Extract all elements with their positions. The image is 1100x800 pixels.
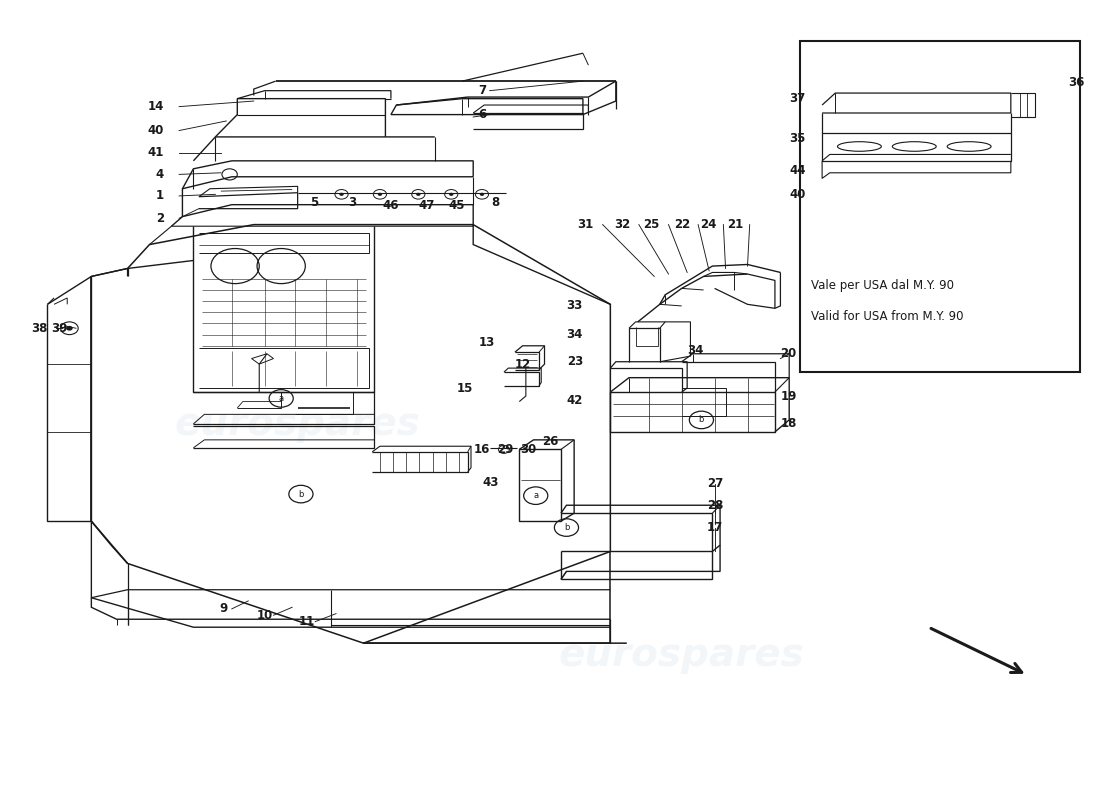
Text: 5: 5	[310, 196, 318, 209]
Circle shape	[339, 193, 343, 196]
Text: a: a	[534, 491, 538, 500]
Text: 22: 22	[674, 218, 691, 231]
Text: 34: 34	[566, 328, 583, 341]
Text: 33: 33	[566, 299, 583, 313]
Text: 40: 40	[147, 124, 164, 137]
Text: 38: 38	[31, 322, 47, 334]
Text: 37: 37	[790, 92, 805, 105]
Text: 20: 20	[780, 347, 796, 360]
Text: 45: 45	[449, 199, 465, 212]
Text: 15: 15	[456, 382, 473, 394]
Text: 16: 16	[473, 443, 490, 456]
Text: 31: 31	[578, 218, 594, 231]
Text: 4: 4	[155, 168, 164, 181]
Text: 28: 28	[707, 498, 724, 512]
Text: eurospares: eurospares	[559, 636, 804, 674]
Text: 27: 27	[707, 478, 723, 490]
Text: 42: 42	[566, 394, 583, 406]
Text: 21: 21	[727, 218, 744, 231]
Circle shape	[416, 193, 420, 196]
Text: 25: 25	[644, 218, 660, 231]
Text: 47: 47	[419, 199, 436, 212]
Text: 10: 10	[256, 609, 273, 622]
Text: 41: 41	[147, 146, 164, 159]
Circle shape	[66, 326, 73, 330]
Text: Valid for USA from M.Y. 90: Valid for USA from M.Y. 90	[811, 310, 964, 322]
Circle shape	[449, 193, 453, 196]
Text: 46: 46	[383, 199, 399, 212]
Text: 24: 24	[701, 218, 717, 231]
Text: 2: 2	[156, 212, 164, 225]
Text: 29: 29	[497, 443, 514, 456]
FancyBboxPatch shape	[800, 42, 1080, 372]
Text: 9: 9	[219, 602, 228, 615]
Text: 11: 11	[298, 615, 315, 628]
Text: 30: 30	[520, 443, 537, 456]
Text: 19: 19	[780, 390, 796, 402]
Text: 26: 26	[542, 435, 559, 448]
Text: 1: 1	[156, 190, 164, 202]
Text: 8: 8	[491, 196, 499, 209]
Circle shape	[377, 193, 382, 196]
Text: 14: 14	[147, 100, 164, 113]
Text: 17: 17	[707, 521, 723, 534]
Text: 13: 13	[478, 336, 495, 349]
Text: 34: 34	[688, 344, 704, 357]
Text: Vale per USA dal M.Y. 90: Vale per USA dal M.Y. 90	[811, 279, 954, 293]
Text: 39: 39	[51, 322, 67, 334]
Circle shape	[480, 193, 484, 196]
Text: 36: 36	[1068, 76, 1085, 90]
Text: b: b	[698, 415, 704, 425]
Text: 44: 44	[789, 164, 805, 177]
Text: 3: 3	[349, 196, 356, 209]
Text: 32: 32	[614, 218, 630, 231]
Text: 23: 23	[566, 355, 583, 368]
Text: b: b	[564, 523, 569, 532]
Text: 7: 7	[478, 84, 487, 97]
Text: 18: 18	[780, 418, 796, 430]
Text: 43: 43	[482, 477, 498, 490]
Text: 12: 12	[515, 358, 531, 370]
Text: 40: 40	[790, 188, 805, 201]
Text: 35: 35	[790, 132, 805, 145]
Text: eurospares: eurospares	[175, 405, 420, 443]
Text: 6: 6	[478, 108, 487, 121]
Text: b: b	[298, 490, 304, 498]
Text: a: a	[278, 394, 284, 403]
